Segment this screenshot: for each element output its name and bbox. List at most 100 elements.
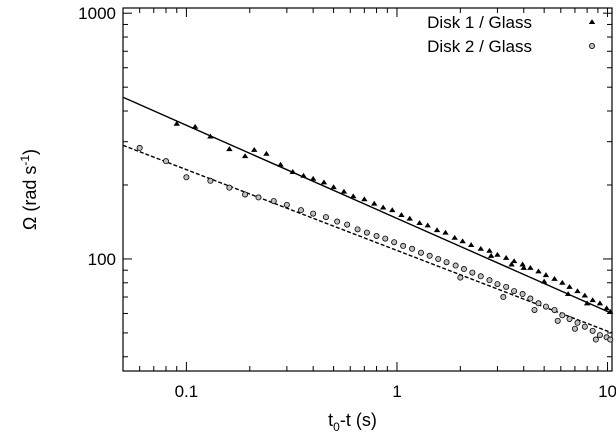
- series-1-fit-line: [122, 96, 613, 315]
- series-1-point: [564, 291, 572, 297]
- series-1-point: [416, 220, 423, 226]
- series-1-point: [263, 150, 270, 156]
- series-2-point: [297, 207, 304, 214]
- series-1-point: [389, 207, 396, 213]
- series-2-point: [435, 255, 442, 262]
- series-2-point: [207, 177, 214, 184]
- series-1-point: [581, 292, 589, 298]
- series-1-point: [487, 252, 495, 258]
- axes: 0.1 1 10 100 1000: [78, 4, 616, 401]
- series-1-point: [583, 300, 591, 306]
- series-2-point: [581, 323, 588, 330]
- series-2-point: [443, 259, 450, 266]
- series-2-point: [527, 295, 534, 302]
- series-1-point: [559, 279, 566, 285]
- x-axis-title: t0-t (s): [328, 410, 377, 434]
- y-tick-label: 1000: [78, 4, 116, 23]
- series-1-point: [398, 212, 405, 217]
- series-2-point: [334, 218, 341, 225]
- y-tick-label: 100: [88, 250, 116, 269]
- legend-marker-1: [588, 19, 596, 25]
- series-1-point: [510, 258, 518, 264]
- series-2-point: [469, 269, 476, 276]
- series-1-point: [451, 234, 458, 240]
- series-1-point: [309, 175, 317, 181]
- series-1-point: [519, 261, 526, 267]
- series-1-point: [226, 146, 233, 152]
- series-2-point: [494, 281, 501, 288]
- series-1-point: [596, 300, 604, 306]
- series-1-point: [277, 161, 284, 167]
- series-1-point: [241, 153, 249, 159]
- series-1-point: [207, 133, 214, 139]
- series-1-point: [502, 255, 510, 260]
- series-1: [122, 96, 614, 315]
- series-2-point: [409, 245, 416, 252]
- plot-frame: [122, 7, 613, 372]
- series-1-point: [508, 261, 515, 267]
- x-tick-label: 10: [598, 382, 616, 401]
- y-axis-title: Ω (rad s-1): [18, 149, 40, 230]
- series-2-point: [322, 214, 329, 221]
- series-2-point: [400, 242, 407, 249]
- series-2-point: [270, 198, 277, 205]
- series-1-point: [251, 146, 258, 152]
- series-1-point: [607, 308, 614, 314]
- series-2-point: [542, 303, 549, 310]
- series-2-point: [559, 312, 566, 319]
- series-2-point: [589, 327, 596, 334]
- series-2-point: [283, 201, 290, 208]
- series-2-point: [486, 277, 493, 284]
- series-2-point: [136, 144, 143, 151]
- series-2-point: [566, 315, 573, 322]
- series-2-point: [607, 336, 614, 343]
- series-1-point: [566, 283, 573, 289]
- series-2-point: [571, 325, 578, 332]
- series-1-point: [340, 188, 348, 194]
- series-1-point: [494, 251, 501, 257]
- series-1-point: [527, 264, 534, 270]
- series-1-point: [520, 264, 527, 270]
- series-2-point: [596, 332, 603, 339]
- series-1-point: [350, 193, 357, 199]
- series-2-point: [592, 336, 599, 343]
- series-1-point: [442, 229, 449, 235]
- series-1-point: [467, 242, 475, 247]
- series-2: [122, 144, 614, 343]
- series-2-point: [382, 235, 389, 242]
- series-1-point: [540, 278, 548, 284]
- series-1-point: [486, 247, 493, 253]
- series-1-point: [361, 196, 368, 202]
- series-2-point: [460, 266, 467, 273]
- series-1-point: [551, 275, 558, 281]
- series-2-point: [426, 252, 433, 259]
- series-2-point: [183, 174, 190, 181]
- series-2-point: [457, 274, 464, 281]
- series-2-point: [554, 317, 561, 324]
- series-1-point: [535, 268, 542, 274]
- axis-labels: t0-t (s) Ω (rad s-1): [18, 149, 377, 434]
- series-2-point: [354, 226, 361, 233]
- series-1-point: [173, 120, 180, 126]
- series-1-point: [433, 227, 441, 233]
- series-1-point: [542, 272, 550, 278]
- x-tick-label: 0.1: [175, 382, 199, 401]
- x-tick-label: 1: [392, 382, 401, 401]
- series-1-point: [191, 123, 199, 129]
- series-1-point: [289, 169, 296, 174]
- series-2-point: [242, 191, 249, 198]
- series-1-point: [477, 245, 484, 251]
- series-1-point: [330, 184, 337, 190]
- series-2-point: [503, 283, 510, 290]
- series-2-point: [344, 221, 351, 228]
- series-2-point: [363, 229, 370, 236]
- series-2-point: [477, 273, 484, 280]
- legend: Disk 1 / Glass Disk 2 / Glass: [427, 13, 596, 56]
- series-1-point: [574, 288, 581, 294]
- series-1-point: [459, 238, 466, 244]
- legend-label-2: Disk 2 / Glass: [427, 37, 532, 56]
- series-1-point: [371, 200, 378, 206]
- legend-marker-2: [589, 43, 596, 50]
- series-1-point: [406, 215, 413, 221]
